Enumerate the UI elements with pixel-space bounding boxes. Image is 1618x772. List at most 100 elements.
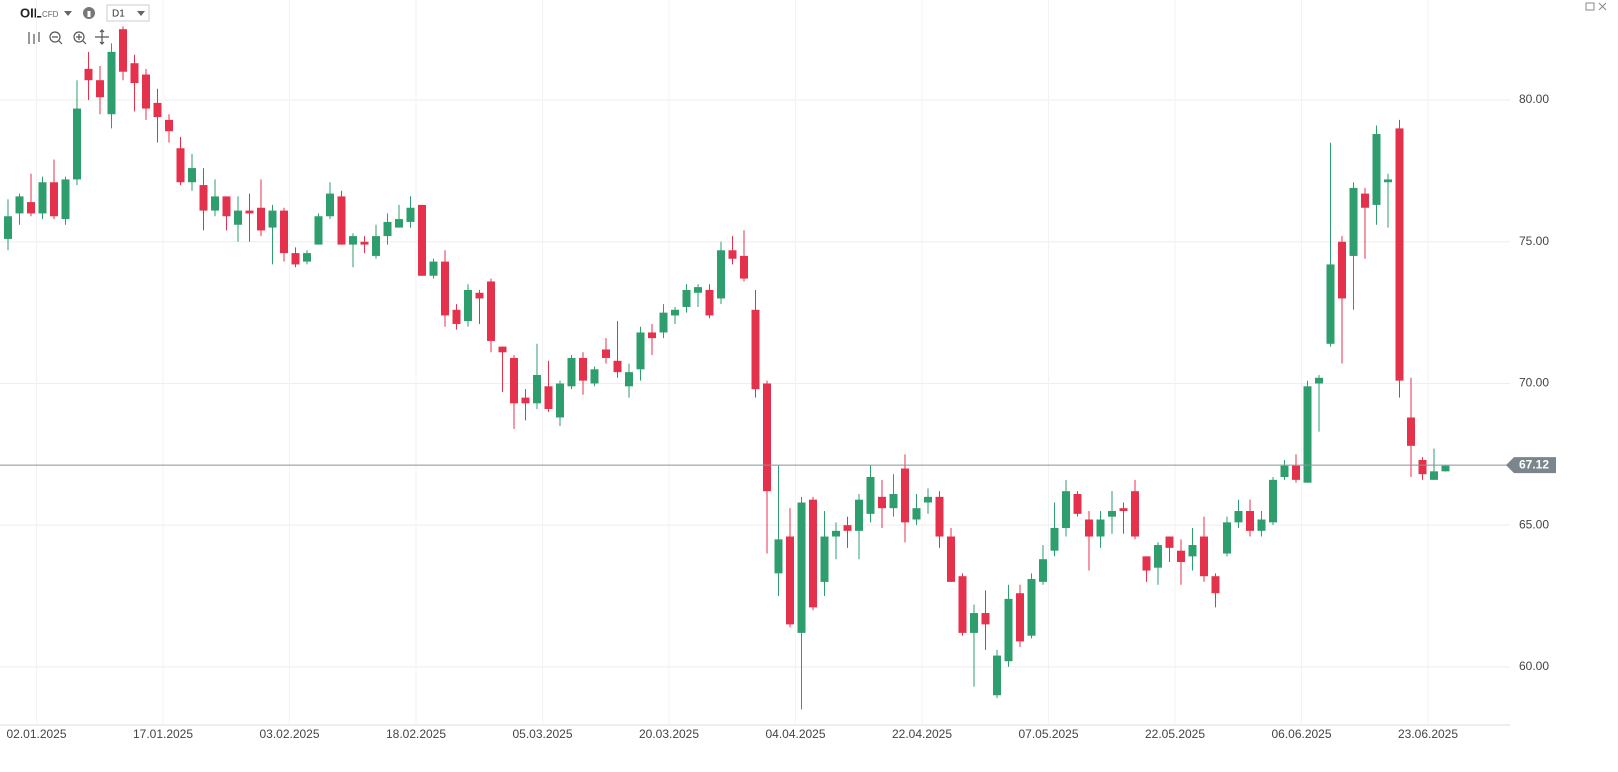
candle-body: [383, 221, 392, 237]
candle-body: [1234, 511, 1243, 523]
candle-body: [337, 196, 346, 245]
close-icon[interactable]: [1598, 2, 1607, 11]
candle-body: [1131, 491, 1139, 537]
candle-body: [889, 494, 898, 509]
pan-icon[interactable]: [95, 29, 109, 45]
candle-body: [590, 369, 599, 384]
candle-body: [73, 108, 81, 180]
y-tick-label: 65.00: [1519, 517, 1549, 531]
candle-body: [1050, 528, 1059, 551]
candle-body: [970, 613, 978, 633]
last-price-tag: [1506, 457, 1556, 474]
info-glyph: [87, 11, 91, 17]
candle-body: [1062, 491, 1070, 529]
candle-body: [1085, 519, 1093, 537]
candle-body: [222, 196, 231, 217]
candle-body: [349, 236, 357, 245]
candle-body: [372, 236, 380, 256]
candle-body: [1315, 377, 1323, 384]
candle-body: [199, 185, 208, 211]
symbol-dropdown[interactable]: [64, 11, 72, 16]
candle-body: [625, 372, 633, 387]
candle-body: [901, 468, 909, 523]
candle-body: [165, 119, 173, 132]
candle-body: [1338, 241, 1346, 299]
toolbar: [28, 29, 109, 45]
candle-body: [153, 102, 162, 118]
candle-body: [1257, 519, 1266, 531]
candle-body: [314, 216, 323, 245]
candle-body: [119, 29, 127, 72]
candle-body: [1418, 459, 1427, 475]
candle-body: [498, 346, 507, 353]
candle-body: [280, 210, 288, 254]
zoom-in-icon[interactable]: [73, 31, 85, 43]
candle-body: [4, 216, 12, 239]
candle-body: [84, 68, 93, 81]
candle-body: [717, 250, 725, 299]
candle-body: [728, 250, 737, 259]
candle-body: [602, 349, 610, 358]
symbol[interactable]: OIL: [20, 5, 42, 20]
candle-body: [1372, 134, 1381, 205]
window-icon[interactable]: [1585, 2, 1595, 11]
candle-body: [27, 202, 35, 214]
candle-body: [1223, 522, 1231, 554]
x-tick-label: 07.05.2025: [1018, 727, 1078, 741]
candle-body: [797, 502, 806, 633]
x-tick-label: 06.06.2025: [1271, 727, 1331, 741]
candle-body: [15, 196, 24, 214]
timeframe-dropdown: [137, 11, 145, 16]
timeframe-box[interactable]: [106, 4, 150, 22]
candle-body: [924, 496, 932, 503]
candle-body: [636, 332, 645, 370]
candle-body: [1280, 465, 1289, 478]
candle-body: [544, 386, 553, 409]
candle-body: [326, 193, 334, 217]
y-tick-label: 80.00: [1519, 92, 1549, 106]
candle-body: [1361, 193, 1369, 208]
candle-body: [1349, 187, 1358, 256]
candle-body: [1246, 511, 1254, 531]
x-tick-label: 22.05.2025: [1145, 727, 1205, 741]
x-tick-label: 22.04.2025: [892, 727, 952, 741]
candle-body: [1303, 386, 1312, 483]
last-price-label: 67.12: [1519, 457, 1549, 471]
candle-body: [763, 383, 771, 492]
candle-body: [1096, 519, 1105, 537]
candle-body: [1165, 536, 1174, 548]
candle-body: [1441, 465, 1450, 472]
candle-body: [130, 63, 139, 84]
candle-body: [1142, 556, 1151, 571]
zoom-out-icon[interactable]: [49, 31, 61, 43]
candle-body: [843, 525, 852, 531]
candle-body: [234, 210, 242, 225]
x-tick-label: 18.02.2025: [386, 727, 446, 741]
x-tick-label: 04.04.2025: [765, 727, 825, 741]
candle-body: [1016, 593, 1024, 642]
candle-body: [521, 397, 530, 404]
candle-body: [682, 289, 691, 307]
candle-body: [659, 312, 668, 333]
candle-body: [579, 357, 587, 381]
candle-body: [1188, 545, 1197, 557]
candle-body: [211, 196, 219, 211]
candle-body: [429, 261, 438, 276]
candle-body: [809, 499, 817, 608]
timeframe: D1: [112, 9, 125, 20]
candle-body: [1384, 179, 1392, 183]
candle-body: [1073, 494, 1082, 514]
candle-body: [475, 292, 484, 299]
candle-body: [1039, 559, 1047, 582]
candle-body: [1119, 508, 1128, 512]
y-tick-label: 60.00: [1519, 659, 1549, 673]
candle-body: [947, 536, 955, 582]
candle-body: [1395, 128, 1404, 381]
candle-body: [740, 255, 748, 279]
candle-body: [1269, 479, 1277, 523]
candle-body: [360, 241, 369, 245]
candle-body: [832, 530, 840, 537]
chart-type-icon[interactable]: [28, 32, 40, 44]
candle-body: [820, 536, 829, 582]
